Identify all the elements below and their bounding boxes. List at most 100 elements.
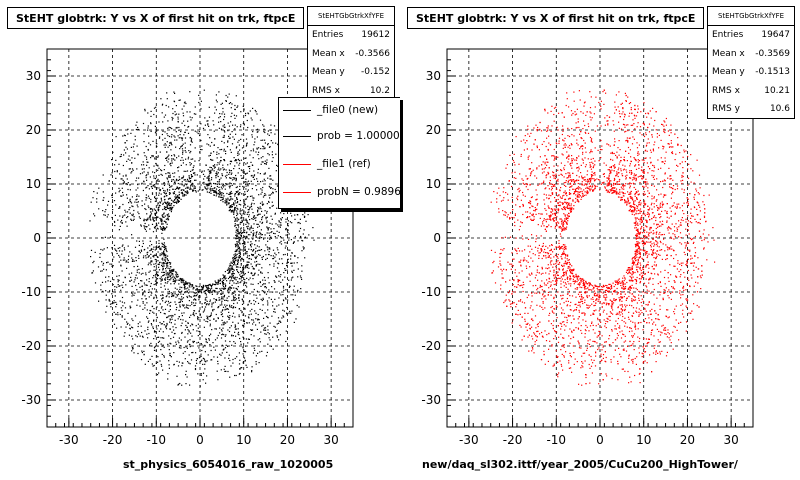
data-point: [91, 272, 93, 274]
data-point: [137, 187, 139, 189]
data-point: [248, 301, 250, 303]
data-point: [214, 328, 216, 330]
data-point: [655, 353, 657, 355]
data-point: [237, 241, 239, 243]
data-point: [280, 222, 282, 224]
data-point: [171, 271, 173, 273]
data-point: [255, 257, 257, 259]
data-point: [216, 181, 219, 183]
data-point: [197, 323, 199, 325]
data-point: [621, 102, 623, 104]
data-point: [230, 279, 232, 281]
data-point: [291, 222, 293, 224]
data-point: [169, 354, 171, 356]
data-point: [130, 279, 133, 281]
data-point: [172, 200, 174, 202]
data-point: [141, 200, 143, 202]
data-point: [237, 333, 239, 335]
data-point: [180, 325, 182, 327]
data-point: [260, 193, 262, 195]
data-point: [234, 326, 236, 328]
data-point: [239, 232, 241, 234]
data-point: [253, 174, 256, 176]
data-point: [175, 327, 177, 329]
data-point: [177, 118, 179, 120]
data-point: [155, 198, 157, 200]
data-point: [124, 142, 126, 144]
data-point: [201, 303, 203, 305]
data-point: [140, 249, 142, 251]
data-point: [210, 285, 212, 287]
data-point: [274, 213, 276, 215]
data-point: [252, 216, 255, 218]
data-point: [111, 216, 113, 219]
data-point: [259, 308, 261, 310]
data-point: [243, 123, 245, 125]
data-point: [159, 151, 161, 153]
data-point: [209, 187, 211, 189]
data-point: [269, 178, 271, 180]
data-point: [175, 273, 177, 275]
data-point: [104, 214, 106, 216]
data-point: [234, 165, 236, 167]
data-point: [567, 267, 569, 269]
data-point: [167, 259, 169, 261]
data-point: [164, 206, 166, 208]
data-point: [167, 281, 169, 283]
data-point: [157, 164, 159, 166]
data-point: [278, 280, 280, 282]
data-point: [149, 217, 151, 219]
data-point: [192, 169, 194, 171]
data-point: [215, 283, 217, 285]
data-point: [164, 198, 166, 201]
data-point: [154, 335, 156, 337]
data-point: [291, 215, 293, 217]
data-point: [162, 139, 164, 141]
data-point: [643, 348, 645, 350]
data-point: [118, 250, 121, 252]
data-point: [143, 141, 145, 143]
data-point: [276, 323, 278, 325]
data-point: [188, 175, 190, 177]
data-point: [250, 241, 252, 243]
data-point: [611, 300, 613, 302]
data-point: [275, 191, 277, 193]
data-point: [231, 344, 233, 346]
data-point: [122, 203, 124, 206]
data-point: [272, 258, 274, 260]
data-point: [257, 206, 259, 209]
data-point: [160, 283, 162, 285]
data-point: [171, 179, 173, 181]
data-point: [268, 232, 270, 234]
y-tick-label: -10: [421, 285, 441, 299]
data-point: [665, 287, 667, 289]
legend-label: _file1 (ref): [317, 158, 371, 170]
data-point: [237, 190, 239, 192]
data-point: [244, 249, 246, 251]
data-point: [129, 251, 131, 253]
data-point: [149, 214, 151, 217]
data-point: [218, 195, 220, 197]
data-point: [246, 292, 248, 294]
data-point: [198, 94, 200, 96]
data-point: [146, 213, 148, 215]
data-point: [233, 261, 236, 263]
data-point: [168, 154, 170, 156]
data-point: [231, 211, 233, 213]
data-point: [126, 160, 128, 162]
data-point: [182, 297, 185, 299]
data-point: [230, 365, 232, 367]
data-point: [186, 186, 188, 188]
data-point: [166, 178, 169, 180]
data-point: [155, 106, 157, 108]
data-point: [261, 272, 263, 274]
data-point: [177, 275, 179, 277]
data-point: [248, 170, 251, 172]
data-point: [661, 203, 663, 205]
data-point: [181, 300, 183, 303]
data-point: [232, 299, 235, 301]
data-point: [131, 301, 133, 303]
data-point: [230, 267, 232, 269]
data-point: [213, 194, 215, 196]
data-point: [215, 313, 217, 316]
